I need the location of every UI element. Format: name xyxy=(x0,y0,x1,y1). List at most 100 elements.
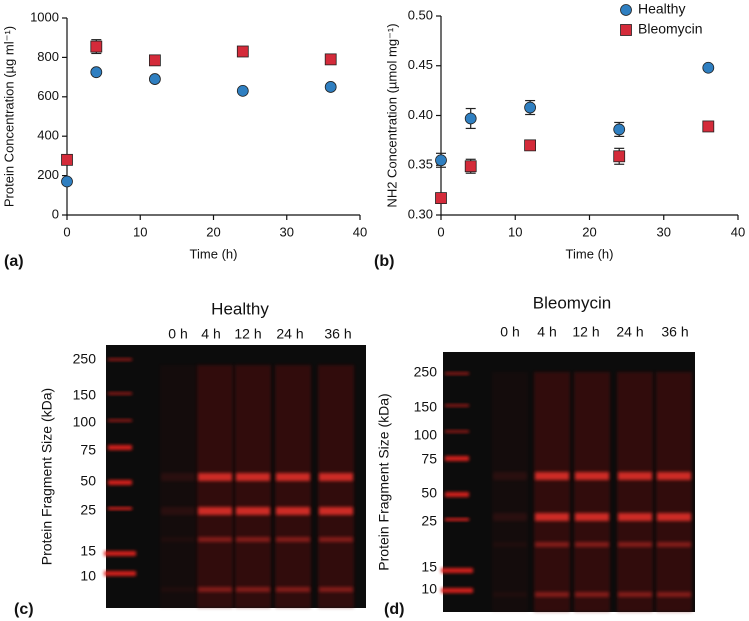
ladder-band xyxy=(104,551,136,556)
y-tick-label: 600 xyxy=(37,88,59,103)
marker-label: 50 xyxy=(80,473,96,489)
lane-band xyxy=(618,592,652,597)
x-tick-label: 30 xyxy=(657,224,671,239)
lane-band xyxy=(493,472,527,480)
marker-label: 15 xyxy=(421,559,437,575)
marker xyxy=(524,139,536,152)
x-tick-label: 30 xyxy=(280,224,294,239)
lane-smear xyxy=(235,365,271,608)
gel-title: Healthy xyxy=(211,299,269,318)
lane-label: 24 h xyxy=(276,326,303,342)
y-axis-label: NH2 Concentration (µmol mg⁻¹) xyxy=(384,23,399,207)
gel-image xyxy=(441,352,695,612)
marker xyxy=(148,73,161,85)
ladder-band xyxy=(108,419,132,422)
lane-label: 0 h xyxy=(500,324,519,340)
lane-band xyxy=(161,507,195,515)
lane-band xyxy=(575,513,609,521)
lane-band xyxy=(575,542,609,547)
x-tick-label: 10 xyxy=(133,224,147,239)
panel-label: (a) xyxy=(4,253,24,270)
marker xyxy=(464,112,477,125)
y-tick-label: 0 xyxy=(52,206,59,221)
marker xyxy=(61,153,73,166)
lane-smear xyxy=(275,365,311,608)
marker xyxy=(435,154,447,167)
x-tick-label: 0 xyxy=(437,224,444,239)
lane-band xyxy=(198,473,232,481)
lane-label: 0 h xyxy=(168,326,187,342)
lane-band xyxy=(276,507,310,515)
lane-smear xyxy=(617,372,653,612)
lane-band xyxy=(276,473,310,481)
lane-band xyxy=(493,592,527,597)
marker-label: 250 xyxy=(414,364,438,380)
lane-band xyxy=(575,472,609,480)
marker xyxy=(148,54,161,67)
lane-label: 12 h xyxy=(572,324,599,340)
marker-label: 10 xyxy=(80,568,96,584)
lane-band xyxy=(657,592,691,597)
lane-label: 36 h xyxy=(324,326,351,342)
ladder-band xyxy=(445,492,469,497)
lane-band xyxy=(276,537,310,542)
x-tick-label: 40 xyxy=(731,224,745,239)
lane-band xyxy=(161,587,195,592)
lane-smear xyxy=(160,365,196,608)
lane-label: 24 h xyxy=(616,324,643,340)
lane-band xyxy=(618,513,652,521)
gel-image xyxy=(104,345,366,608)
gel-y-label: Protein Fragment Size (kDa) xyxy=(39,388,55,565)
legend-marker xyxy=(620,4,632,16)
marker-label: 25 xyxy=(80,502,96,518)
marker-label: 250 xyxy=(73,351,97,367)
lane-label: 4 h xyxy=(201,326,220,342)
y-tick-label: 0.50 xyxy=(408,7,433,22)
gel-y-label: Protein Fragment Size (kDa) xyxy=(376,393,392,570)
marker-label: 50 xyxy=(421,485,437,501)
lane-band xyxy=(657,542,691,547)
ladder-band xyxy=(108,507,132,510)
lane-band xyxy=(236,587,270,592)
y-tick-label: 0.45 xyxy=(408,57,433,72)
lane-label: 12 h xyxy=(234,326,261,342)
lane-band xyxy=(161,473,195,481)
lane-smear xyxy=(656,372,692,612)
ladder-band xyxy=(108,358,132,361)
lane-band xyxy=(618,472,652,480)
marker xyxy=(324,81,337,93)
marker xyxy=(90,66,103,79)
lane-band xyxy=(575,592,609,597)
lane-band xyxy=(319,507,353,515)
marker-label: 100 xyxy=(73,414,97,430)
lane-band xyxy=(535,592,569,597)
lane-band xyxy=(236,507,270,515)
marker xyxy=(702,120,715,133)
ladder-band xyxy=(104,571,136,576)
ladder-band xyxy=(108,445,132,450)
marker-label: 75 xyxy=(80,442,96,458)
lane-band xyxy=(319,587,353,592)
marker-label: 15 xyxy=(80,543,96,559)
marker-label: 25 xyxy=(421,513,437,529)
ladder-band xyxy=(445,518,469,521)
marker xyxy=(90,40,103,53)
x-axis-label: Time (h) xyxy=(190,246,238,261)
lane-band xyxy=(276,587,310,592)
lane-band xyxy=(657,513,691,521)
lane-band xyxy=(236,473,270,481)
lane-band xyxy=(657,472,691,480)
marker xyxy=(236,84,249,97)
y-axis-label: Protein Concentration (µg ml⁻¹) xyxy=(1,26,16,207)
x-tick-label: 20 xyxy=(206,224,220,239)
x-axis-label: Time (h) xyxy=(566,246,614,261)
ladder-band xyxy=(108,480,132,485)
lane-smear xyxy=(534,372,570,612)
marker xyxy=(324,53,337,66)
panel-label: (d) xyxy=(384,601,404,618)
panel-label: (b) xyxy=(374,253,394,270)
marker xyxy=(524,101,536,114)
lane-band xyxy=(236,537,270,542)
lane-band xyxy=(161,537,195,542)
